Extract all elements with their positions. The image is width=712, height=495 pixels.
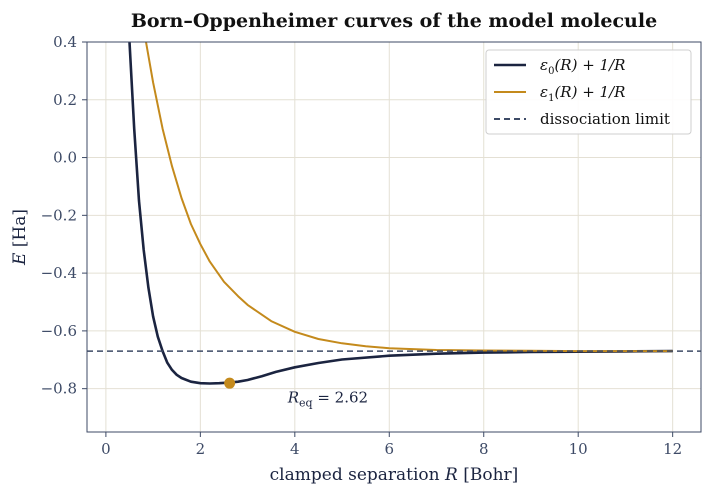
chart-title: Born–Oppenheimer curves of the model mol… (131, 10, 657, 32)
y-tick-label: −0.8 (41, 380, 77, 398)
x-tick-label: 0 (101, 440, 111, 458)
x-tick-label: 12 (663, 440, 682, 458)
series-layer (87, 42, 701, 385)
y-tick-label: −0.2 (41, 206, 77, 224)
y-tick-label: 0.4 (53, 33, 77, 51)
series-line-0 (128, 42, 673, 385)
y-tick-label: −0.4 (41, 264, 77, 282)
marker-layer (224, 377, 236, 389)
x-tick-label: 6 (385, 440, 395, 458)
y-axis-label: E [Ha] (10, 209, 30, 266)
x-tick-label: 8 (479, 440, 489, 458)
y-tick-label: −0.6 (41, 322, 77, 340)
legend-label-0: ε0(R) + 1/R (540, 56, 625, 77)
tick-layer: 0 2 4 6 8 10 12 −0.8 −0.6 −0.4 −0.2 0.0 0.2 0.4 (41, 33, 683, 458)
x-tick-label: 2 (196, 440, 206, 458)
plot-frame (86, 41, 702, 433)
legend: ε0(R) + 1/R ε1(R) + 1/R dissociation limit (485, 49, 692, 135)
x-tick-label: 10 (569, 440, 588, 458)
equilibrium-marker (224, 377, 236, 389)
y-tick-label: 0.0 (53, 149, 77, 167)
x-axis-label: clamped separation R [Bohr] (270, 465, 519, 485)
legend-label-2: dissociation limit (540, 110, 670, 128)
legend-label-1: ε1(R) + 1/R (540, 83, 625, 104)
annotation-layer: Req = 2.62 (287, 388, 368, 409)
legend-box (485, 49, 692, 135)
equilibrium-annotation: Req = 2.62 (287, 388, 368, 409)
y-tick-label: 0.2 (53, 91, 77, 109)
x-tick-label: 4 (290, 440, 300, 458)
